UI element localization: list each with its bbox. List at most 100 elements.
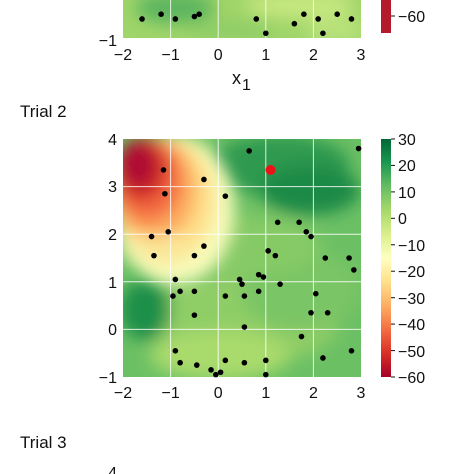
scatter-point <box>191 312 198 318</box>
colorbar-gradient <box>381 139 391 377</box>
scatter-point <box>160 167 167 173</box>
scatter-point <box>351 267 357 273</box>
scatter-point <box>172 348 179 354</box>
scatter-point <box>217 369 224 376</box>
scatter-point <box>348 348 355 354</box>
scatter-point <box>241 324 248 330</box>
scatter-point <box>291 20 298 27</box>
colorbar-tick-label: 30 <box>398 132 416 149</box>
scatter-point <box>308 233 314 240</box>
scatter-point <box>334 11 341 17</box>
scatter-point <box>139 16 145 22</box>
scatter-point <box>263 30 269 37</box>
scatter-point <box>348 16 355 22</box>
y-ticks-trial2: 4 3 2 1 0 −1 <box>99 132 117 387</box>
x-ticks-trial1: −2 −1 0 1 2 3 <box>114 47 366 64</box>
panel-title: Trial 2 <box>20 102 67 121</box>
scatter-point <box>201 176 207 183</box>
scatter-point <box>322 255 329 261</box>
y-tick-label: 0 <box>108 322 117 339</box>
scatter-point <box>222 193 229 199</box>
scatter-point <box>177 359 183 366</box>
scatter-point <box>274 219 281 226</box>
x-tick-label: 1 <box>261 385 270 402</box>
colorbar-tick-label: −30 <box>398 291 425 308</box>
x-axis-label-trial1: x 1 <box>232 68 251 94</box>
scatter-point <box>193 362 200 368</box>
colorbar-tick-label: 0 <box>398 211 407 228</box>
scatter-point <box>201 243 207 249</box>
scatter-point <box>172 16 179 22</box>
scatter-points-trial2 <box>148 145 362 378</box>
y-tick-label: 1 <box>108 275 117 292</box>
y-tick-label: 2 <box>108 227 117 244</box>
scatter-point <box>236 276 243 283</box>
scatter-point <box>308 309 314 316</box>
scatter-point <box>255 271 262 278</box>
x-axis-label-subscript: 1 <box>242 77 251 94</box>
panel-title: Trial 3 <box>20 433 67 452</box>
colorbar-trial1-low <box>381 0 391 33</box>
scatter-points-trial1 <box>139 11 355 37</box>
x-tick-label: 1 <box>261 47 270 64</box>
scatter-point <box>296 219 302 226</box>
x-tick-label: 3 <box>357 385 366 402</box>
x-tick-label: −2 <box>114 47 132 64</box>
x-tick-label: 0 <box>214 47 223 64</box>
heatmap-surface-trial1 <box>123 0 361 38</box>
scatter-point <box>253 16 260 22</box>
colorbar-tick-label: −40 <box>398 317 425 334</box>
x-tick-label: −2 <box>114 385 132 402</box>
scatter-point <box>177 288 183 295</box>
panel-trial2: 4 3 2 1 0 −1 −2 −1 0 1 2 3 <box>99 132 425 402</box>
scatter-point <box>241 359 248 366</box>
best-point <box>265 164 276 175</box>
y-tick-label: 4 <box>108 132 117 149</box>
scatter-point <box>213 371 219 378</box>
scatter-point <box>355 145 362 152</box>
x-tick-label: 3 <box>357 47 366 64</box>
scatter-point <box>246 148 252 154</box>
colorbar-tick-label: 20 <box>398 158 416 175</box>
colorbar-tick-label: −50 <box>398 344 425 361</box>
colorbar-tick-label: −60 <box>398 370 425 387</box>
scatter-point <box>255 288 262 295</box>
scatter-point <box>239 281 245 287</box>
x-tick-label: −1 <box>161 47 179 64</box>
x-tick-label: 2 <box>309 47 318 64</box>
scatter-point <box>151 252 157 259</box>
scatter-point <box>320 355 326 361</box>
scatter-point <box>191 13 198 20</box>
y-tick-label: −1 <box>99 370 117 387</box>
scatter-point <box>312 290 319 297</box>
x-tick-label: 2 <box>309 385 318 402</box>
scatter-point <box>191 288 198 295</box>
scatter-point <box>263 371 269 378</box>
grid-trial2 <box>123 139 361 377</box>
y-tick-label: 3 <box>108 179 117 196</box>
panel-trial1: −2 −1 0 1 2 3 −1 x 1 −60 <box>99 0 425 94</box>
scatter-point <box>208 367 214 373</box>
scatter-point <box>263 357 269 364</box>
scatter-point <box>222 357 229 364</box>
scatter-point <box>277 281 283 287</box>
scatter-point <box>303 229 310 235</box>
x-ticks-trial2: −2 −1 0 1 2 3 <box>114 385 366 402</box>
scatter-point <box>265 248 271 254</box>
colorbar-trial2: 30 20 10 0 −10 −20 −30 −40 −50 −60 <box>381 132 425 387</box>
x-tick-label: 0 <box>214 385 223 402</box>
scatter-point <box>241 293 248 299</box>
scatter-point <box>272 252 279 259</box>
scatter-point <box>320 30 326 37</box>
scatter-point <box>158 11 164 17</box>
scatter-point <box>191 252 198 259</box>
scatter-point <box>170 293 176 299</box>
x-tick-label: −1 <box>161 385 179 402</box>
scatter-point <box>298 333 305 340</box>
scatter-point <box>172 276 179 283</box>
heatmap-surface-trial2 <box>123 139 361 377</box>
scatter-point <box>260 274 267 280</box>
scatter-point <box>324 309 331 316</box>
scatter-point <box>222 293 229 299</box>
